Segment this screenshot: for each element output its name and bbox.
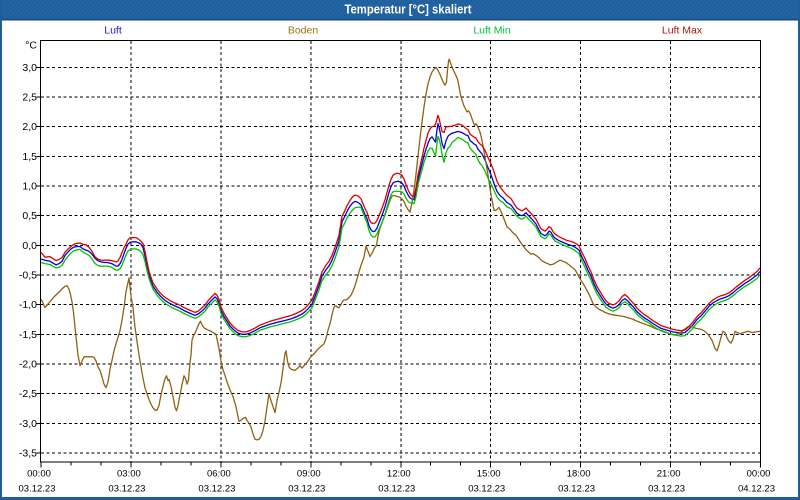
svg-text:04.12.23: 04.12.23: [738, 483, 775, 494]
svg-text:Luft Max: Luft Max: [662, 25, 703, 37]
svg-text:15:00: 15:00: [477, 468, 501, 479]
svg-text:-0,5: -0,5: [19, 270, 37, 282]
svg-text:-3,5: -3,5: [19, 447, 37, 459]
svg-text:03.12.23: 03.12.23: [19, 483, 56, 494]
svg-text:0,0: 0,0: [22, 240, 37, 252]
svg-text:03.12.23: 03.12.23: [198, 483, 235, 494]
svg-text:03.12.23: 03.12.23: [378, 483, 415, 494]
svg-text:06:00: 06:00: [207, 468, 231, 479]
svg-text:09:00: 09:00: [297, 468, 321, 479]
svg-text:00:00: 00:00: [27, 468, 51, 479]
svg-text:-2,0: -2,0: [19, 359, 37, 371]
svg-text:1,5: 1,5: [22, 151, 37, 163]
svg-text:Luft: Luft: [104, 25, 122, 37]
svg-text:03:00: 03:00: [117, 468, 141, 479]
svg-text:Temperatur [°C] skaliert: Temperatur [°C] skaliert: [345, 3, 473, 17]
svg-text:Boden: Boden: [288, 25, 319, 37]
svg-text:21:00: 21:00: [657, 468, 681, 479]
svg-text:2,5: 2,5: [22, 92, 37, 104]
svg-text:Luft Min: Luft Min: [473, 25, 511, 37]
svg-text:-3,0: -3,0: [19, 418, 37, 430]
svg-text:-1,0: -1,0: [19, 299, 37, 311]
svg-text:03.12.23: 03.12.23: [108, 483, 145, 494]
svg-text:1,0: 1,0: [22, 181, 37, 193]
svg-text:00:00: 00:00: [747, 468, 771, 479]
svg-text:3,0: 3,0: [22, 62, 37, 74]
svg-text:03.12.23: 03.12.23: [288, 483, 325, 494]
svg-text:18:00: 18:00: [567, 468, 591, 479]
svg-text:°C: °C: [25, 40, 37, 52]
svg-text:-1,5: -1,5: [19, 329, 37, 341]
svg-text:03.12.23: 03.12.23: [648, 483, 685, 494]
svg-text:12:00: 12:00: [387, 468, 411, 479]
svg-text:03.12.23: 03.12.23: [468, 483, 505, 494]
svg-text:2,0: 2,0: [22, 121, 37, 133]
svg-text:0,5: 0,5: [22, 210, 37, 222]
svg-text:-2,5: -2,5: [19, 388, 37, 400]
svg-text:03.12.23: 03.12.23: [558, 483, 595, 494]
